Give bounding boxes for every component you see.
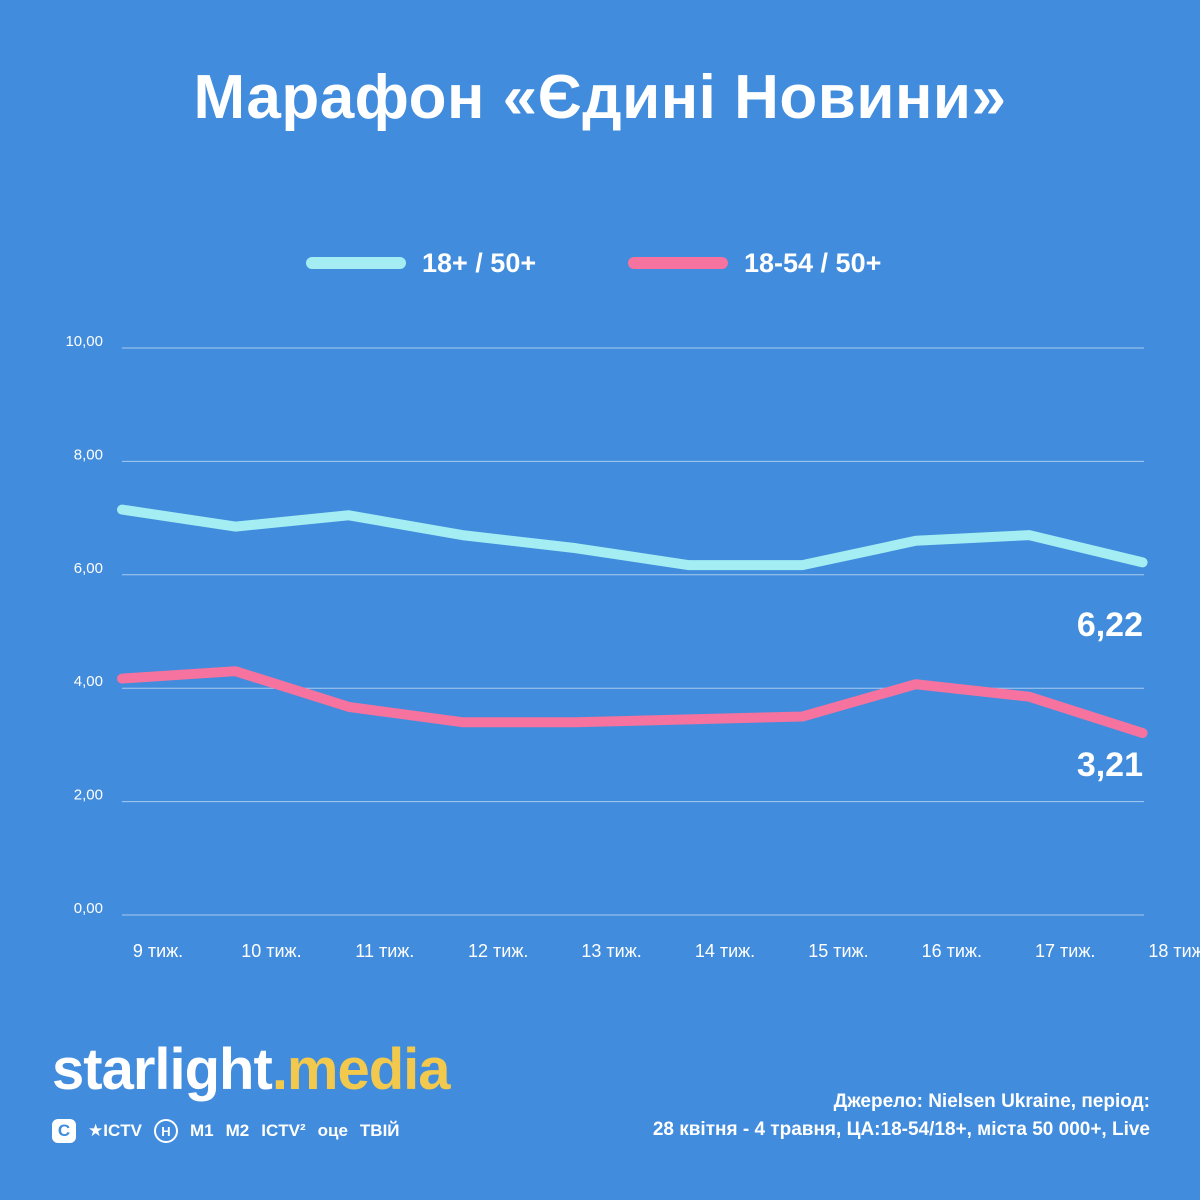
legend: 18+ / 50+ 18-54 / 50+ (0, 238, 1200, 288)
data-point (571, 717, 581, 727)
x-tick-label: 17 тиж. (1035, 941, 1095, 961)
chart-title: Марафон «Єдині Новини» (193, 63, 1007, 132)
end-value-label: 3,21 (1077, 746, 1143, 784)
channel-stb-icon: С (52, 1119, 76, 1143)
channel-ictv-icon: ★ICTV (88, 1121, 142, 1140)
y-tick-label: 10,00 (65, 333, 103, 350)
data-point (1138, 728, 1148, 738)
x-tick-label: 10 тиж. (241, 941, 301, 961)
channel-logos: С ★ICTV Н M1 M2 ICTV² оце ТВІЙ (52, 1116, 400, 1146)
source-line-1: Джерело: Nielsen Ukraine, період: (833, 1091, 1150, 1112)
brand-logo-part2: .media (271, 1037, 451, 1102)
data-point (911, 679, 921, 689)
data-point (1138, 557, 1148, 567)
legend-label-series-2: 18-54 / 50+ (744, 247, 882, 278)
data-point (797, 712, 807, 722)
channel-tviy-icon: ТВІЙ (359, 1121, 400, 1140)
x-tick-label: 11 тиж. (355, 941, 414, 961)
data-point (230, 522, 240, 532)
y-tick-label: 0,00 (74, 900, 103, 917)
legend-swatch-series-2 (628, 257, 728, 269)
x-tick-label: 9 тиж. (133, 941, 183, 961)
line-chart: 0,00 2,00 4,00 6,00 8,00 10,00 9 тиж. 10 тиж. 11… (65, 333, 1200, 961)
channel-oce-icon: оце (317, 1121, 348, 1140)
end-value-label: 6,22 (1077, 606, 1143, 644)
legend-item-series-1: 18+ / 50+ (306, 238, 536, 288)
series-line-2 (117, 666, 1148, 738)
channel-novyi-icon: Н (153, 1119, 178, 1143)
data-point (457, 530, 467, 540)
data-point (1024, 692, 1034, 702)
y-tick-label: 8,00 (74, 446, 103, 463)
source-line-2: 28 квітня - 4 травня, ЦА:18-54/18+, міст… (652, 1119, 1150, 1140)
brand-logo: starlight.media (52, 1036, 451, 1103)
channel-m1-icon: M1 (189, 1121, 214, 1140)
x-tick-label: 12 тиж. (468, 941, 528, 961)
y-tick-label: 6,00 (74, 560, 103, 577)
data-point (684, 714, 694, 724)
data-point (457, 717, 467, 727)
x-tick-label: 16 тиж. (922, 941, 982, 961)
x-tick-label: 18 тиж. (1148, 941, 1200, 961)
data-point (684, 560, 694, 570)
channel-ictv2-icon: ICTV² (261, 1121, 306, 1140)
x-tick-label: 13 тиж. (581, 941, 641, 961)
x-tick-label: 14 тиж. (695, 941, 755, 961)
data-point (344, 702, 354, 712)
data-point (117, 505, 127, 515)
legend-swatch-series-1 (306, 257, 406, 269)
data-point (117, 674, 127, 684)
x-tick-label: 15 тиж. (808, 941, 868, 961)
data-point (911, 536, 921, 546)
y-tick-label: 2,00 (74, 787, 103, 804)
data-point (797, 560, 807, 570)
data-point (571, 543, 581, 553)
legend-item-series-2: 18-54 / 50+ (628, 238, 881, 288)
y-tick-label: 4,00 (74, 673, 103, 690)
legend-label-series-1: 18+ / 50+ (422, 247, 537, 278)
series-line-1 (117, 504, 1148, 571)
channel-m2-icon: M2 (225, 1121, 250, 1140)
source-note: Джерело: Nielsen Ukraine, період: 28 кві… (653, 1088, 1150, 1144)
data-point (230, 666, 240, 676)
brand-logo-part1: starlight (52, 1037, 273, 1102)
data-point (1024, 530, 1034, 540)
data-point (344, 510, 354, 520)
